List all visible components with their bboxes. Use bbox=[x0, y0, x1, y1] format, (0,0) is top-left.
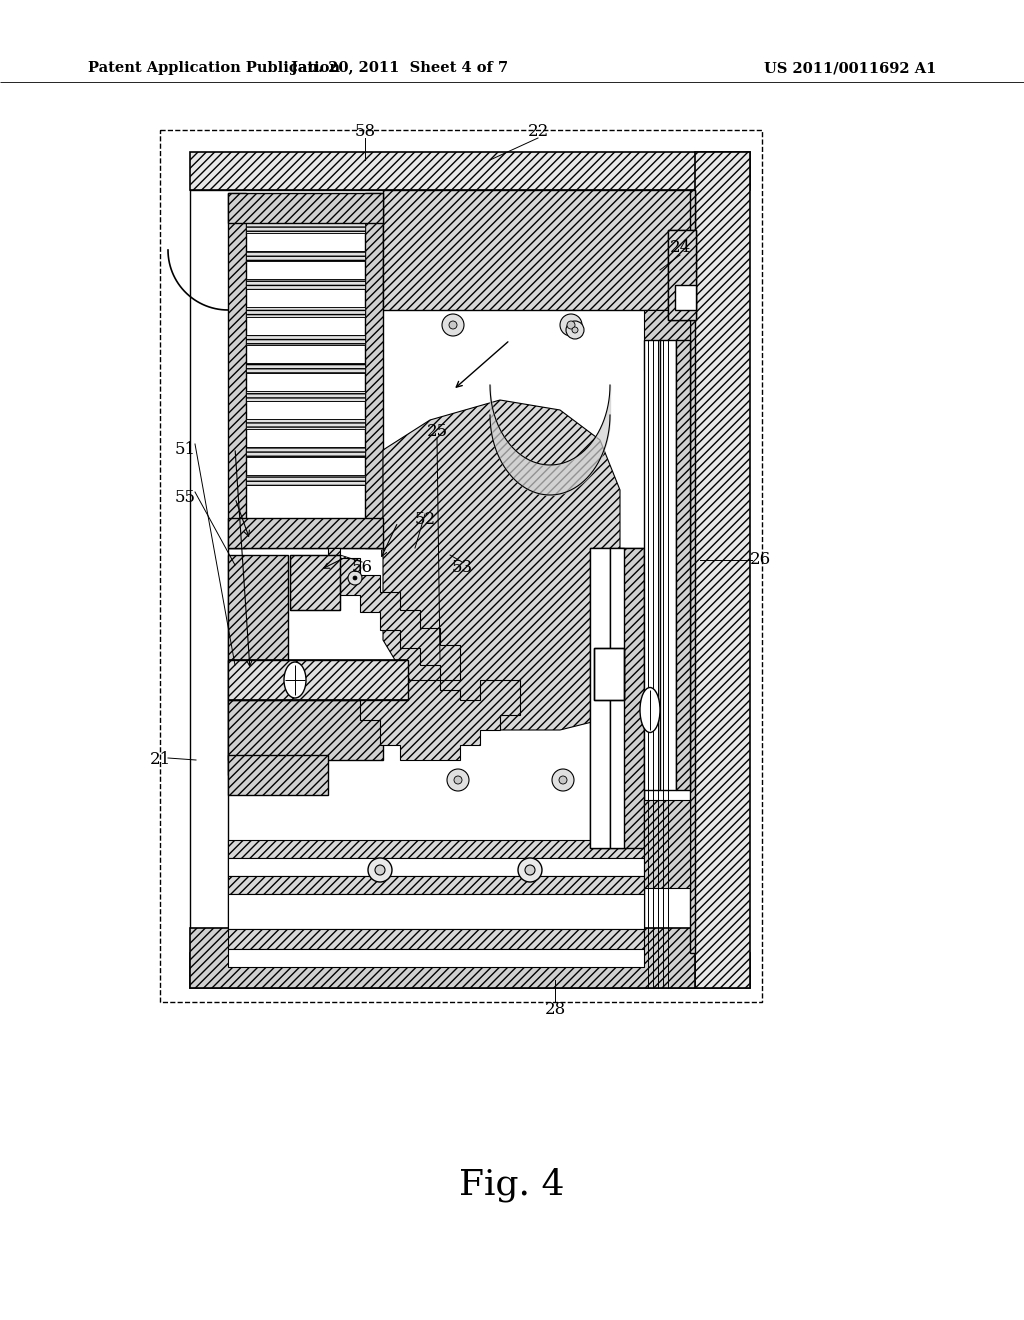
Text: 52: 52 bbox=[415, 511, 435, 528]
Bar bbox=[228, 929, 644, 949]
Bar bbox=[228, 858, 644, 876]
Text: 24: 24 bbox=[670, 239, 690, 256]
Bar bbox=[246, 363, 365, 374]
Text: 55: 55 bbox=[174, 490, 196, 507]
Text: US 2011/0011692 A1: US 2011/0011692 A1 bbox=[764, 61, 936, 75]
Bar bbox=[644, 341, 660, 789]
Bar bbox=[246, 391, 365, 401]
Bar bbox=[690, 190, 695, 953]
Text: 22: 22 bbox=[527, 124, 549, 140]
Bar bbox=[246, 223, 365, 234]
Bar bbox=[246, 391, 365, 401]
Circle shape bbox=[518, 858, 542, 882]
Bar bbox=[290, 554, 340, 610]
Bar bbox=[246, 251, 365, 261]
Circle shape bbox=[454, 776, 462, 784]
Bar bbox=[228, 193, 383, 223]
Bar bbox=[228, 755, 328, 795]
Bar bbox=[228, 876, 644, 894]
Bar bbox=[246, 308, 365, 317]
Bar bbox=[610, 548, 624, 847]
Circle shape bbox=[552, 770, 574, 791]
Bar bbox=[590, 548, 644, 847]
Circle shape bbox=[368, 858, 392, 882]
Bar bbox=[246, 418, 365, 429]
Bar bbox=[246, 223, 365, 234]
Polygon shape bbox=[328, 548, 460, 680]
Bar bbox=[228, 548, 644, 948]
Bar bbox=[246, 363, 365, 374]
Circle shape bbox=[442, 314, 464, 337]
Bar bbox=[246, 335, 365, 345]
Text: 26: 26 bbox=[750, 552, 771, 569]
Bar bbox=[594, 648, 624, 700]
Text: 28: 28 bbox=[545, 1002, 565, 1019]
Bar bbox=[594, 648, 624, 700]
Text: Patent Application Publication: Patent Application Publication bbox=[88, 61, 340, 75]
Bar bbox=[228, 840, 644, 858]
Circle shape bbox=[348, 572, 362, 585]
Bar bbox=[246, 447, 365, 457]
Text: 25: 25 bbox=[426, 424, 447, 441]
Bar bbox=[290, 554, 340, 610]
Circle shape bbox=[572, 327, 578, 333]
Circle shape bbox=[525, 865, 535, 875]
Circle shape bbox=[447, 770, 469, 791]
Circle shape bbox=[567, 321, 575, 329]
Text: 56: 56 bbox=[351, 560, 373, 577]
Bar bbox=[228, 660, 408, 700]
Bar bbox=[190, 152, 750, 190]
Bar bbox=[644, 800, 690, 888]
Bar bbox=[675, 285, 696, 310]
Text: 21: 21 bbox=[150, 751, 171, 768]
Bar bbox=[365, 193, 383, 548]
Bar bbox=[590, 548, 610, 847]
Bar bbox=[246, 447, 365, 457]
Circle shape bbox=[353, 576, 357, 579]
Bar bbox=[246, 279, 365, 289]
Bar bbox=[246, 475, 365, 484]
Polygon shape bbox=[340, 680, 520, 760]
Text: Fig. 4: Fig. 4 bbox=[459, 1168, 565, 1203]
Bar bbox=[246, 475, 365, 484]
Text: 53: 53 bbox=[452, 560, 472, 577]
Bar bbox=[228, 894, 644, 929]
Bar bbox=[228, 554, 288, 775]
Circle shape bbox=[560, 314, 582, 337]
Bar bbox=[676, 341, 690, 789]
Bar bbox=[228, 949, 644, 968]
Polygon shape bbox=[383, 400, 620, 730]
Circle shape bbox=[559, 776, 567, 784]
Circle shape bbox=[375, 865, 385, 875]
Bar bbox=[246, 279, 365, 289]
Ellipse shape bbox=[284, 663, 306, 698]
Bar bbox=[668, 230, 696, 319]
Text: 51: 51 bbox=[174, 441, 196, 458]
Bar bbox=[695, 152, 750, 987]
Bar bbox=[228, 517, 383, 548]
Circle shape bbox=[449, 321, 457, 329]
Bar bbox=[190, 928, 695, 987]
Bar bbox=[246, 418, 365, 429]
Bar bbox=[246, 251, 365, 261]
Bar bbox=[644, 310, 690, 370]
Bar bbox=[228, 193, 246, 548]
Bar bbox=[190, 953, 750, 987]
Bar bbox=[383, 190, 695, 310]
Bar bbox=[246, 335, 365, 345]
Bar bbox=[228, 700, 383, 760]
Bar bbox=[190, 190, 695, 953]
Bar bbox=[160, 129, 762, 1002]
Bar bbox=[668, 230, 696, 319]
Ellipse shape bbox=[640, 688, 660, 733]
Bar bbox=[660, 341, 676, 789]
Text: Jan. 20, 2011  Sheet 4 of 7: Jan. 20, 2011 Sheet 4 of 7 bbox=[292, 61, 509, 75]
Bar bbox=[246, 308, 365, 317]
Circle shape bbox=[566, 321, 584, 339]
Text: 58: 58 bbox=[354, 124, 376, 140]
